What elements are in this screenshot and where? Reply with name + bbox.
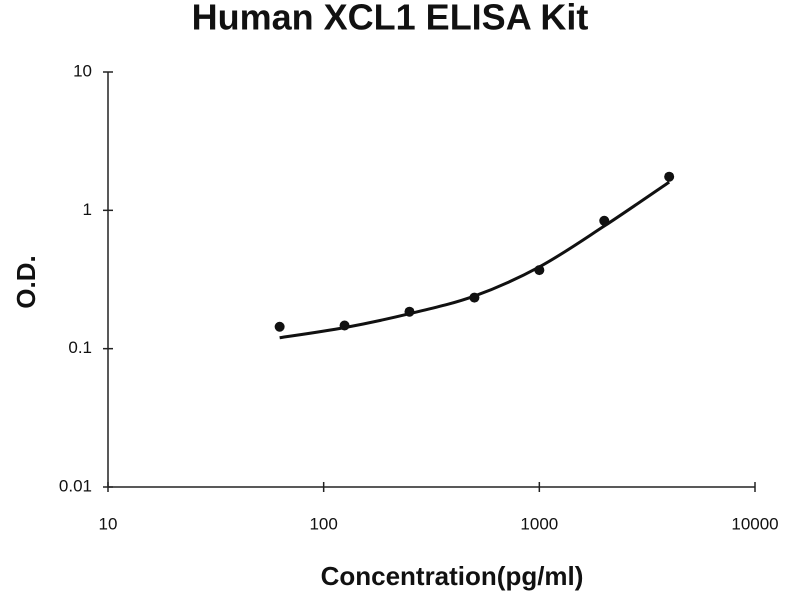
- y-tick-label: 0.1: [68, 338, 92, 357]
- y-tick-label: 1: [83, 200, 92, 219]
- x-tick-label: 100: [309, 514, 337, 533]
- data-point: [274, 321, 285, 332]
- x-tick-label: 10: [99, 514, 118, 533]
- y-tick-label: 10: [73, 61, 92, 80]
- data-point: [664, 171, 675, 182]
- y-axis-label: O.D.: [11, 255, 41, 308]
- x-tick-label: 1000: [520, 514, 558, 533]
- fit-curve: [279, 180, 671, 340]
- chart-title: Human XCL1 ELISA Kit: [192, 0, 589, 38]
- x-tick-label: 10000: [731, 514, 778, 533]
- x-axis-label: Concentration(pg/ml): [321, 561, 584, 591]
- y-tick-label: 0.01: [59, 476, 92, 495]
